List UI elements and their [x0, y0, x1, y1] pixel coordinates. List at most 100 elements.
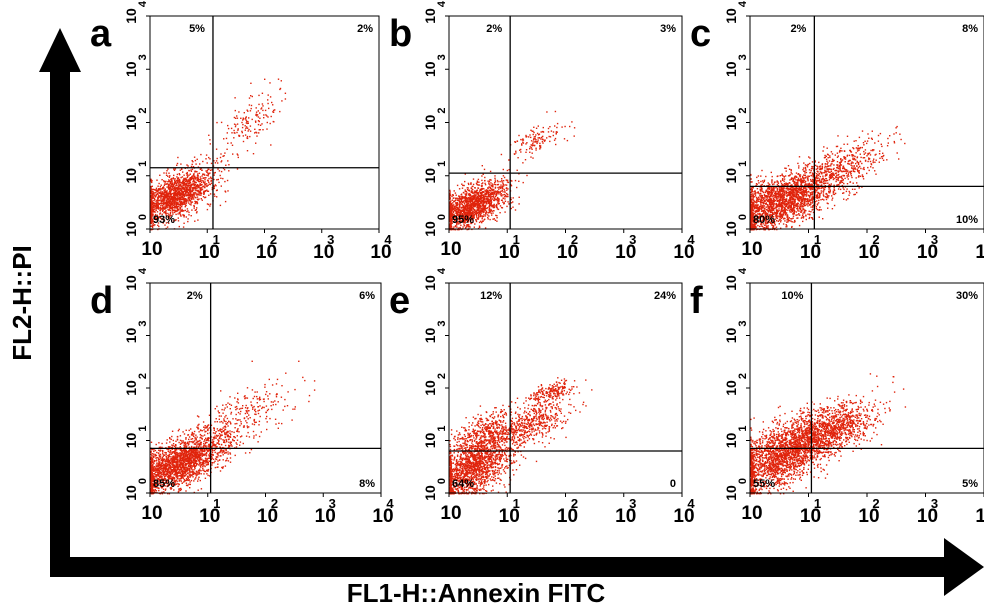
event-dot: [818, 161, 820, 164]
event-dot: [490, 182, 492, 184]
event-dot: [208, 181, 210, 184]
event-dot: [284, 98, 287, 100]
event-dot: [520, 138, 522, 141]
event-dot: [758, 213, 760, 215]
event-dot: [157, 202, 159, 204]
event-dot: [165, 222, 168, 224]
event-dot: [796, 180, 799, 182]
event-dot: [465, 197, 467, 199]
event-dot: [467, 213, 470, 215]
event-dot: [207, 172, 209, 174]
event-dot: [154, 192, 157, 194]
event-dot: [156, 218, 158, 221]
event-dot: [783, 180, 785, 182]
event-dot: [171, 186, 173, 188]
event-dot: [473, 214, 475, 217]
event-dot: [235, 124, 237, 126]
event-dot: [171, 210, 173, 212]
event-dot: [169, 205, 171, 207]
event-dot: [534, 141, 536, 143]
event-dot: [454, 207, 456, 210]
event-dot: [529, 134, 531, 136]
event-dot: [782, 213, 785, 216]
event-dot: [224, 180, 226, 183]
event-dot: [463, 208, 465, 211]
event-dot: [152, 213, 154, 215]
event-dot: [450, 204, 452, 206]
event-dot: [785, 202, 788, 205]
event-dot: [199, 190, 201, 192]
event-dot: [198, 172, 201, 174]
event-dot: [177, 203, 179, 206]
event-dot: [771, 180, 773, 182]
event-dot: [449, 205, 451, 207]
event-dot: [167, 200, 169, 203]
event-dot: [457, 210, 459, 213]
event-dot: [454, 206, 456, 208]
event-dot: [236, 168, 239, 170]
event-dot: [245, 122, 248, 124]
event-dot: [166, 170, 168, 172]
event-dot: [824, 170, 826, 173]
event-dot: [246, 122, 248, 125]
event-dot: [466, 216, 468, 218]
event-dot: [548, 135, 550, 138]
event-dot: [167, 198, 169, 200]
event-dot: [794, 219, 796, 222]
event-dot: [525, 149, 528, 151]
event-dot: [765, 209, 767, 211]
event-dot: [457, 221, 459, 224]
event-dot: [543, 139, 545, 141]
event-dot: [802, 195, 804, 198]
event-dot: [765, 190, 767, 192]
event-dot: [189, 200, 192, 202]
event-dot: [175, 180, 177, 182]
event-dot: [541, 130, 544, 133]
y-tick-exponent: 3: [137, 54, 149, 60]
event-dot: [751, 181, 753, 183]
event-dot: [158, 195, 160, 198]
x-tick-label: 10: [256, 242, 277, 263]
event-dot: [464, 200, 466, 202]
event-dot: [544, 139, 546, 141]
event-dot: [180, 196, 182, 198]
event-dot: [814, 200, 816, 203]
event-dot: [190, 165, 193, 168]
event-dot: [797, 217, 799, 219]
event-dot: [793, 200, 795, 203]
event-dot: [460, 201, 462, 203]
event-dot: [473, 205, 475, 208]
event-dot: [270, 115, 272, 118]
event-dot: [213, 160, 215, 162]
event-dot: [256, 115, 258, 117]
event-dot: [761, 180, 764, 182]
event-dot: [801, 200, 803, 202]
event-dot: [522, 141, 524, 143]
event-dot: [464, 173, 466, 175]
event-dot: [449, 218, 451, 221]
event-dot: [552, 134, 554, 137]
event-dot: [183, 203, 185, 205]
event-dot: [779, 188, 781, 191]
event-dot: [811, 184, 813, 187]
event-dot: [475, 199, 478, 201]
event-dot: [800, 211, 802, 213]
event-dot: [186, 190, 188, 192]
event-dot: [452, 208, 454, 211]
event-dot: [530, 144, 532, 146]
event-dot: [488, 180, 491, 182]
event-dot: [183, 195, 186, 197]
quadrant-upper-right-percent: 3%: [660, 23, 676, 35]
y-axis-arrowhead: [39, 28, 81, 72]
event-dot: [210, 162, 213, 165]
event-dot: [802, 196, 804, 199]
quadrant-lower-left-percent: 93%: [153, 214, 175, 226]
event-dot: [790, 170, 792, 172]
event-dot: [154, 213, 157, 216]
event-dot: [815, 176, 818, 179]
scatter-dots: [750, 125, 906, 231]
event-dot: [485, 212, 487, 214]
event-dot: [495, 214, 497, 217]
event-dot: [472, 212, 474, 215]
event-dot: [499, 186, 501, 188]
